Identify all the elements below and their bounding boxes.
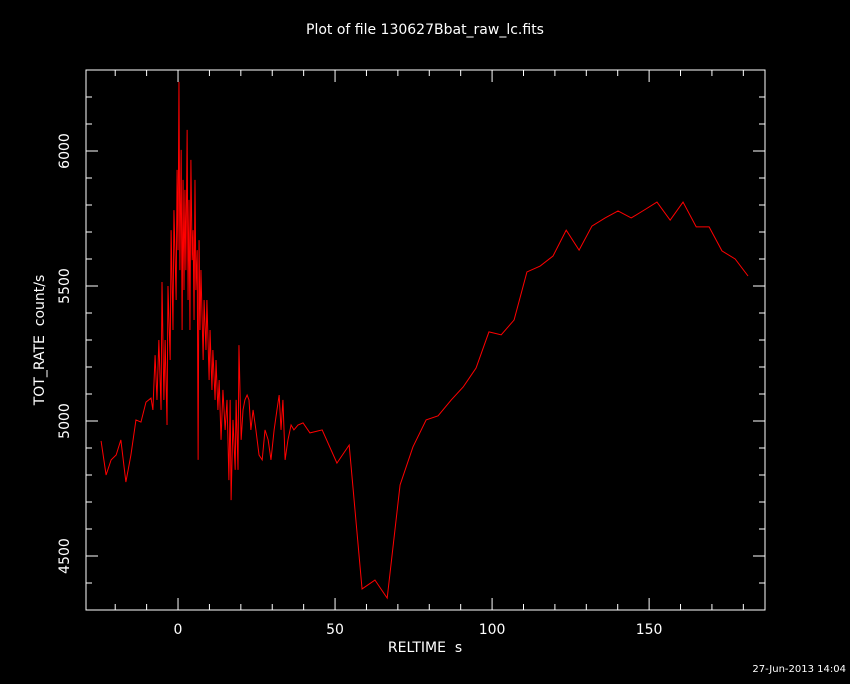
chart-title: Plot of file 130627Bbat_raw_lc.fits	[306, 22, 544, 38]
x-tick-label: 0	[174, 622, 183, 638]
plot-frame	[85, 69, 766, 611]
y-axis-label: TOT_RATE count/s	[32, 275, 48, 407]
y-tick-label: 6000	[57, 133, 73, 169]
x-tick-label: 100	[479, 622, 506, 638]
y-tick-label: 5000	[57, 403, 73, 439]
y-tick-label: 4500	[57, 538, 73, 574]
x-tick-label: 50	[326, 622, 344, 638]
footer-timestamp: 27-Jun-2013 14:04	[752, 664, 846, 675]
light-curve	[100, 81, 749, 600]
y-tick-label: 5500	[57, 268, 73, 304]
x-axis-label: RELTIME s	[388, 640, 462, 656]
x-tick-label: 150	[636, 622, 663, 638]
